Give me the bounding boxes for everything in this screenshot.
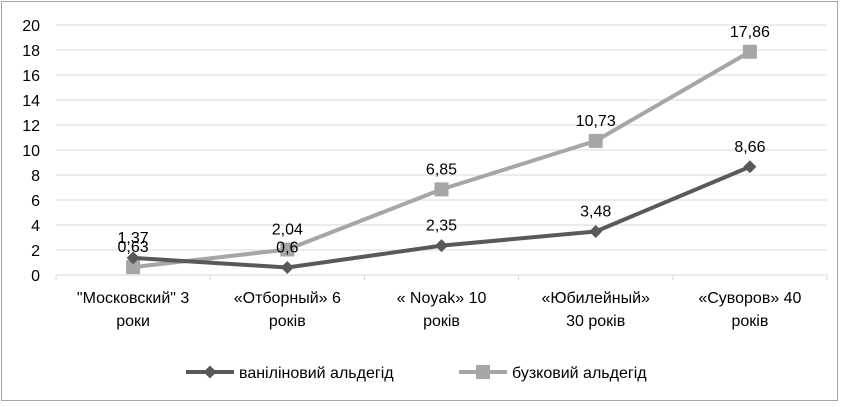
- x-category-label: «Суворов» 40 років: [698, 290, 801, 330]
- x-category-line: років: [731, 313, 768, 330]
- legend-item: ваніліновий альдегід: [186, 365, 394, 382]
- y-tick-label: 10: [22, 143, 40, 160]
- x-category-line: « Noyak» 10: [397, 290, 487, 307]
- x-category-line: «Юбилейный»: [541, 290, 650, 307]
- y-axis-ticks: 0 2 4 6 8 10 12 14 16 18 20: [22, 18, 40, 285]
- data-label: 6,85: [426, 161, 457, 178]
- y-tick-label: 12: [22, 118, 40, 135]
- data-label: 10,73: [576, 113, 616, 130]
- data-point: [126, 251, 140, 265]
- x-category-label: «Отборный» 6 років: [234, 290, 341, 330]
- series-0: [126, 160, 757, 274]
- x-category-line: роки: [116, 313, 150, 330]
- y-tick-label: 20: [22, 18, 40, 35]
- x-category-label: «Юбилейный» 30 років: [541, 290, 650, 330]
- x-category-label: "Московский" 3 роки: [77, 290, 189, 330]
- data-label: 0,6: [276, 240, 298, 257]
- data-label: 2,35: [426, 218, 457, 235]
- data-labels: 1,37 0,6 2,35 3,48 8,66 0,63 2,04 6,85 10,73 17,8…: [118, 24, 770, 257]
- data-label: 2,04: [272, 222, 303, 239]
- data-point: [280, 261, 294, 274]
- series-line: [131, 49, 752, 270]
- y-tick-label: 6: [31, 193, 40, 210]
- x-category-line: 30 років: [566, 313, 625, 330]
- line-chart: 0 2 4 6 8 10 12 14 16 18 20 "Московский" 3 роки «Отб…: [22, 18, 828, 382]
- data-label: 1,37: [118, 230, 149, 247]
- x-category-line: «Суворов» 40: [698, 290, 801, 307]
- x-category-line: років: [269, 313, 306, 330]
- data-label: 8,66: [734, 139, 765, 156]
- y-tick-label: 0: [31, 268, 40, 285]
- gridlines: [56, 24, 827, 276]
- data-label: 0,63: [118, 239, 149, 256]
- legend-marker: [476, 365, 490, 379]
- data-point: [742, 44, 757, 59]
- x-category-line: років: [423, 313, 460, 330]
- chart-frame: 0 2 4 6 8 10 12 14 16 18 20 "Московский" 3 роки «Отб…: [1, 1, 838, 401]
- x-axis: "Московский" 3 роки«Отборный» 6 років« Noy…: [55, 274, 828, 330]
- data-point: [589, 225, 603, 238]
- legend-label: бузковий альдегід: [512, 365, 647, 382]
- series-layer: [126, 44, 757, 275]
- data-point: [435, 239, 448, 253]
- legend: ваніліновий альдегід бузковий альдегід: [186, 365, 647, 382]
- y-tick-label: 18: [22, 43, 40, 60]
- legend-item: бузковий альдегід: [459, 365, 647, 382]
- data-point: [588, 133, 603, 148]
- data-point: [280, 242, 295, 257]
- y-tick-label: 14: [22, 93, 40, 110]
- legend-label: ваніліновий альдегід: [239, 365, 394, 382]
- x-category-line: "Московский" 3: [77, 290, 189, 307]
- y-tick-label: 8: [31, 168, 40, 185]
- legend-marker: [203, 365, 217, 379]
- data-point: [126, 260, 141, 275]
- y-tick-label: 16: [22, 68, 40, 85]
- data-label: 3,48: [580, 204, 611, 221]
- y-tick-label: 4: [31, 218, 40, 235]
- y-tick-label: 2: [31, 243, 40, 260]
- data-point: [434, 182, 449, 197]
- x-category-label: « Noyak» 10 років: [397, 290, 487, 330]
- data-label: 17,86: [730, 24, 770, 41]
- x-category-line: «Отборный» 6: [234, 290, 341, 307]
- data-point: [743, 160, 757, 174]
- series-1: [126, 44, 757, 275]
